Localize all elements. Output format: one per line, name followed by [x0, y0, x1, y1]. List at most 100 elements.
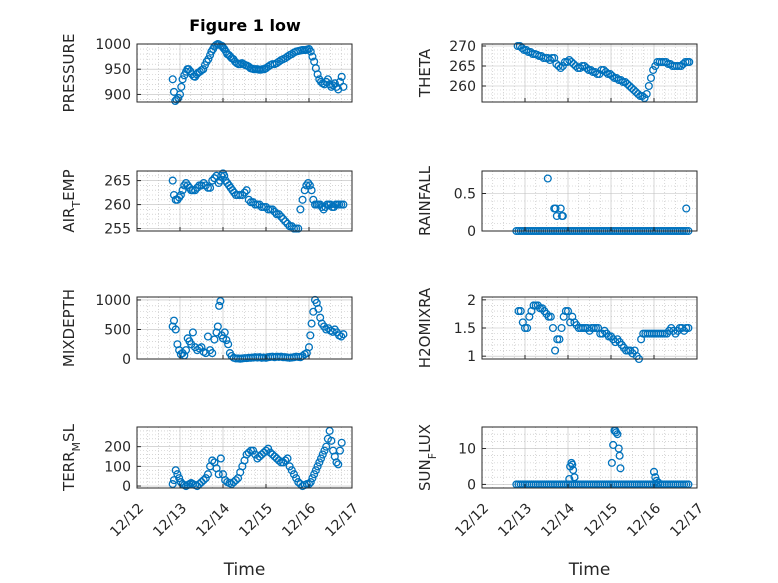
data-point — [306, 331, 315, 340]
y-tick-label: 270 — [449, 39, 476, 55]
data-point — [337, 72, 346, 81]
data-point — [565, 474, 574, 484]
y-axis-label: H2OMIXRA — [416, 287, 434, 368]
x-tick-label: 12/16 — [279, 500, 319, 540]
y-axis-label: TERRMSL — [60, 423, 83, 492]
data-point — [268, 205, 277, 214]
y-tick-label: 10 — [458, 442, 476, 458]
data-point — [684, 323, 693, 333]
data-point — [337, 438, 346, 447]
data-point — [203, 332, 213, 341]
data-series — [513, 41, 694, 103]
data-point — [522, 45, 531, 55]
y-tick-label: 1000 — [95, 37, 131, 53]
data-point — [582, 63, 591, 73]
data-point — [171, 325, 180, 334]
data-point — [224, 340, 233, 349]
data-point — [238, 190, 247, 200]
x-axis-label: Time — [223, 560, 266, 580]
data-point — [201, 181, 210, 190]
data-point — [314, 304, 323, 313]
figure-title: Figure 1 low — [189, 16, 301, 35]
data-point — [339, 82, 348, 91]
y-tick-label: 950 — [104, 62, 131, 78]
data-point — [642, 89, 651, 99]
data-point — [623, 79, 632, 89]
axes-box — [136, 170, 353, 232]
data-series — [512, 426, 693, 489]
x-tick-label: 12/13 — [150, 500, 190, 540]
data-point — [305, 181, 314, 190]
data-point — [556, 63, 565, 73]
data-point — [607, 458, 616, 467]
data-point — [625, 81, 634, 91]
data-point — [523, 323, 532, 333]
data-point — [551, 346, 560, 355]
data-point — [287, 466, 296, 475]
x-axis-label: Time — [568, 560, 611, 580]
data-point — [335, 446, 345, 455]
data-point — [199, 476, 208, 485]
y-tick-label: 260 — [449, 79, 476, 95]
data-point — [616, 75, 625, 85]
y-tick-label: 500 — [104, 322, 131, 338]
data-point — [176, 190, 185, 200]
data-point — [640, 93, 649, 103]
data-point — [548, 323, 557, 333]
x-tick-label: 12/16 — [624, 500, 664, 540]
data-point — [249, 446, 258, 455]
y-axis-label: MIXDEPTH — [60, 289, 78, 367]
data-point — [646, 73, 656, 83]
data-point — [644, 81, 653, 91]
data-point — [307, 186, 316, 195]
data-point — [178, 186, 187, 195]
data-point — [244, 195, 253, 204]
data-series — [514, 301, 693, 364]
data-point — [289, 470, 299, 479]
data-point — [193, 183, 202, 192]
data-point — [627, 83, 636, 93]
data-point — [558, 211, 567, 221]
data-point — [274, 57, 283, 66]
data-point — [654, 478, 663, 487]
data-point — [557, 323, 566, 333]
data-point — [281, 217, 290, 226]
data-point — [181, 346, 191, 355]
data-point — [220, 328, 229, 337]
data-point — [337, 332, 346, 341]
data-point — [556, 204, 565, 213]
data-point — [613, 430, 622, 439]
y-axis-label: PRESSURE — [60, 34, 78, 113]
data-point — [554, 61, 563, 71]
data-point — [216, 454, 225, 463]
data-point — [308, 52, 317, 61]
data-point — [313, 462, 322, 471]
data-point — [287, 50, 296, 59]
data-point — [570, 473, 579, 482]
data-series — [168, 169, 348, 233]
data-point — [546, 312, 555, 321]
data-point — [652, 476, 661, 485]
data-point — [323, 75, 332, 84]
data-point — [661, 57, 671, 67]
x-tick-label: 12/13 — [495, 500, 535, 540]
data-point — [294, 224, 303, 233]
data-point — [306, 47, 315, 56]
x-tick-label: 12/17 — [667, 500, 707, 540]
y-axis-label: RAINFALL — [416, 165, 434, 236]
data-point — [631, 87, 640, 97]
data-point — [325, 426, 334, 435]
data-point — [199, 178, 208, 188]
grid-lines — [481, 170, 698, 232]
data-point — [339, 200, 348, 209]
data-point — [634, 89, 643, 99]
data-point — [222, 336, 231, 345]
axes-box — [481, 43, 698, 103]
subplot-1: 900 950 1000 PRESSURE — [60, 34, 353, 113]
data-point — [175, 90, 185, 99]
subplot-5: 0 500 1000 MIXDEPTH — [60, 289, 353, 368]
y-tick-label: 255 — [104, 222, 131, 238]
x-tick-label: 12/14 — [193, 500, 233, 540]
y-tick-label: 100 — [104, 459, 131, 475]
data-point — [555, 335, 564, 344]
